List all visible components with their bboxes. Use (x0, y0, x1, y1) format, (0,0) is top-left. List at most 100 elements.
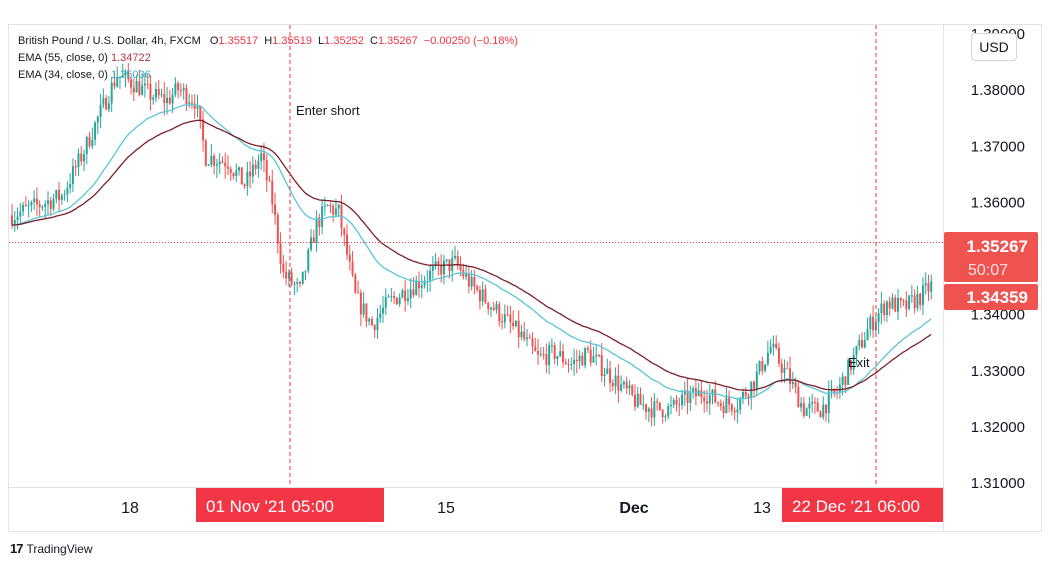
candle-body (597, 354, 600, 356)
candle (465, 264, 468, 281)
candle-body (210, 155, 213, 165)
candle-body (589, 349, 592, 363)
candle-body (556, 356, 559, 359)
time-marker-label-bg (782, 488, 943, 522)
time-marker-label-text: 01 Nov '21 05:00 (206, 497, 334, 516)
candle-body (166, 97, 169, 104)
candle (858, 334, 861, 351)
legend-close-value: 1.35267 (377, 35, 418, 47)
candle (863, 332, 866, 349)
candle-body (481, 289, 484, 302)
candle (235, 163, 238, 182)
y-tick-label: 1.31000 (971, 475, 1025, 492)
candle (534, 338, 537, 352)
candle-body (553, 345, 556, 359)
candle-body (797, 386, 800, 408)
candle (722, 401, 725, 419)
candle (656, 397, 659, 411)
candle-body (808, 403, 811, 409)
candle (318, 213, 321, 236)
candle-body (262, 153, 265, 161)
candle-body (847, 360, 850, 385)
candle-body (728, 397, 731, 405)
candle (346, 224, 349, 260)
candle (74, 159, 77, 176)
candle (401, 288, 404, 299)
candle-body (584, 348, 587, 366)
candle (202, 110, 205, 152)
candle (406, 288, 409, 305)
candle-body (880, 303, 883, 314)
candle-body (38, 204, 41, 208)
candle-body (285, 271, 288, 279)
candle (819, 410, 822, 418)
candle-body (85, 137, 88, 155)
candle (578, 350, 581, 369)
candle-body (168, 97, 171, 104)
candle-body (298, 282, 301, 284)
candle-body (736, 409, 739, 413)
x-tick-label: 18 (121, 500, 139, 517)
candle (520, 324, 523, 340)
candle (780, 358, 783, 383)
candle-body (617, 375, 620, 391)
legend-symbol: British Pound / U.S. Dollar, 4h, FXCM (18, 35, 201, 47)
candle-body (229, 168, 232, 174)
candle-body (908, 295, 911, 309)
candle (672, 397, 675, 409)
candle (260, 145, 263, 171)
candle (82, 149, 85, 172)
candle (130, 76, 133, 95)
candle-body (927, 283, 930, 292)
candle-body (495, 304, 498, 310)
candle-body (415, 280, 418, 296)
candle-body (271, 180, 274, 205)
candle-body (550, 345, 553, 347)
candle (523, 322, 526, 342)
candle-body (866, 329, 869, 341)
candle-body (334, 208, 337, 215)
legend-high-key: H (264, 35, 273, 47)
candle-body (354, 274, 357, 293)
candle-body (647, 408, 650, 412)
candle (586, 345, 589, 354)
candle-body (514, 320, 517, 327)
candle-body (542, 354, 545, 356)
candle-body (575, 359, 578, 362)
candle-body (154, 89, 157, 98)
candle-body (800, 403, 803, 408)
candle (384, 288, 387, 316)
candle (658, 402, 661, 412)
candle (470, 269, 473, 291)
candle-body (489, 307, 492, 310)
candle-body (603, 374, 606, 377)
candle (177, 81, 180, 99)
candle-body (406, 298, 409, 301)
candle (210, 144, 213, 168)
candle (91, 127, 94, 150)
candle-body (431, 266, 434, 271)
time-marker-label: 22 Dec '21 06:00 (782, 488, 943, 522)
candle-body (13, 220, 16, 226)
candle-body (279, 243, 282, 264)
candle (689, 385, 692, 411)
candle-body (631, 385, 634, 395)
candle-body (440, 264, 443, 275)
candle (631, 384, 634, 397)
candle (531, 332, 534, 355)
last-price-label: 1.35267 50:07 (944, 232, 1038, 282)
candle (550, 338, 553, 354)
candle (476, 284, 479, 293)
currency-button[interactable]: USD (971, 33, 1017, 61)
candle-body (465, 274, 468, 277)
candle (484, 284, 487, 305)
candle (287, 269, 290, 287)
candle (326, 203, 329, 207)
candle (733, 407, 736, 421)
candle (268, 175, 271, 182)
candle-body (849, 360, 852, 370)
tradingview-brand[interactable]: TradingView (26, 541, 93, 556)
candle-body (661, 409, 664, 418)
candle-body (113, 82, 116, 87)
